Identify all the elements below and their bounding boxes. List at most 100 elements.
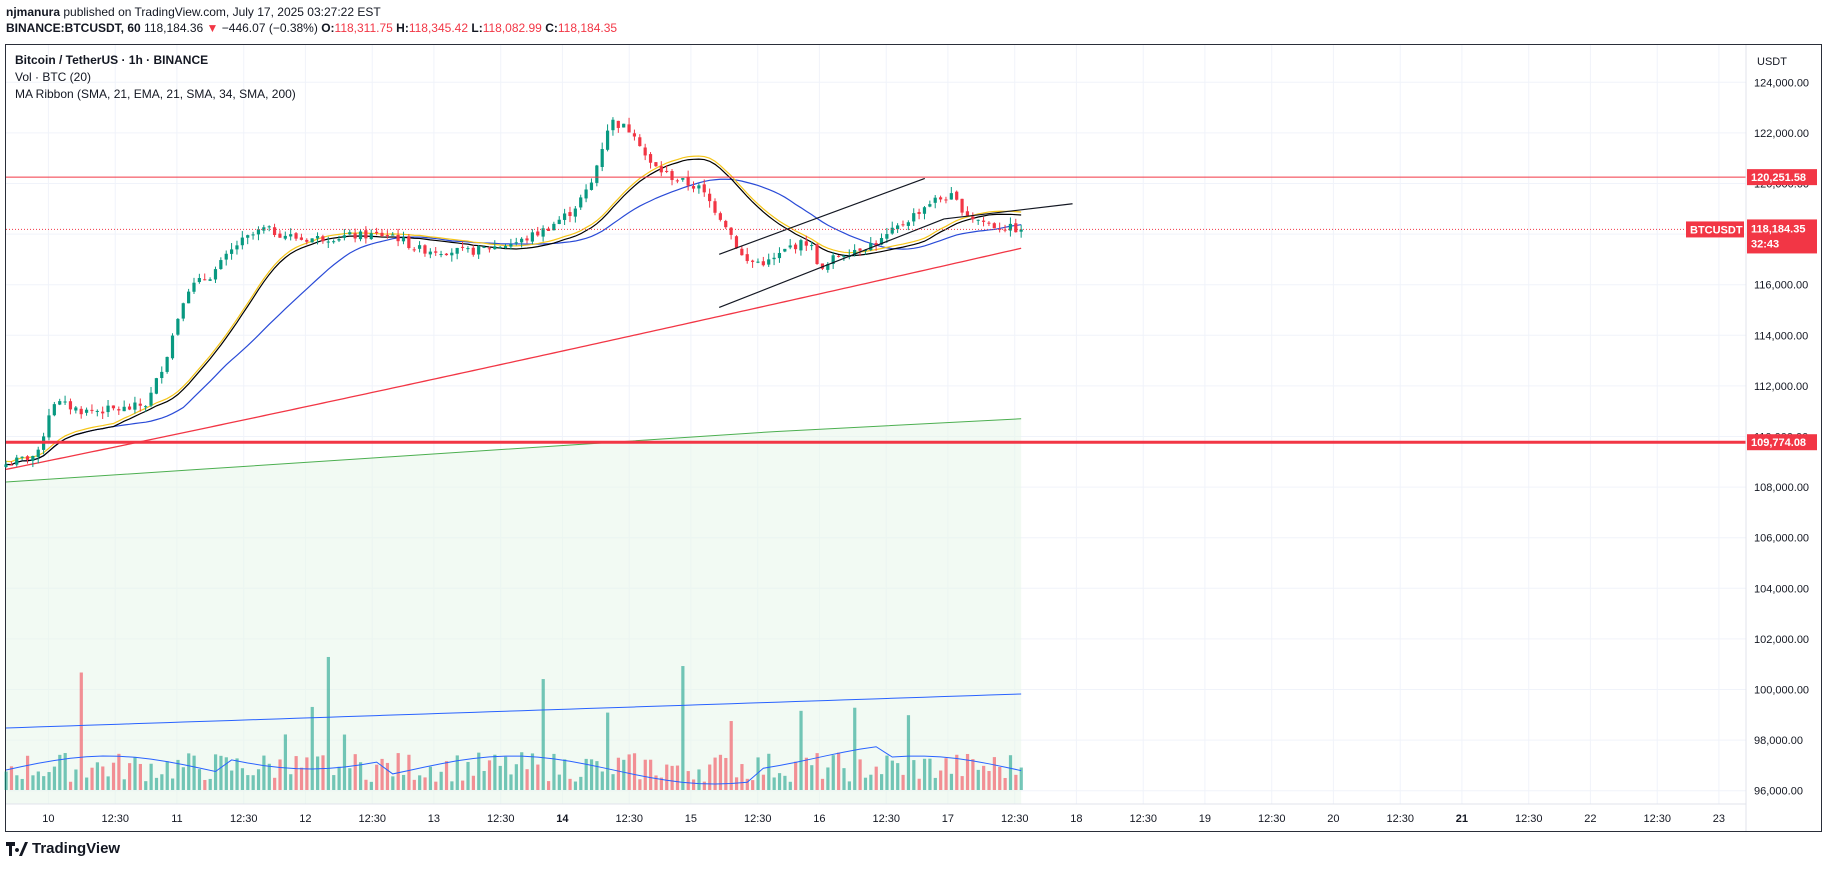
candle-body bbox=[9, 464, 13, 466]
candle-body bbox=[761, 261, 765, 266]
high-label: H: bbox=[396, 21, 409, 35]
candle-body bbox=[122, 406, 126, 412]
candle-body bbox=[563, 213, 567, 220]
volume-bar bbox=[299, 767, 304, 790]
y-tick-label: 104,000.00 bbox=[1754, 583, 1809, 595]
volume-bar bbox=[36, 771, 40, 790]
volume-bar bbox=[579, 776, 583, 790]
volume-bar bbox=[154, 777, 159, 790]
candle-body bbox=[272, 227, 277, 236]
candle-body bbox=[450, 252, 454, 256]
candle-body bbox=[348, 232, 352, 235]
candle-body bbox=[84, 409, 89, 413]
candle-body bbox=[460, 246, 465, 248]
volume-bar bbox=[117, 753, 121, 790]
volume-bar bbox=[122, 779, 126, 790]
candle-body bbox=[579, 197, 583, 208]
candle-body bbox=[36, 449, 40, 458]
candle-body bbox=[670, 171, 674, 181]
y-tick-label: 102,000.00 bbox=[1754, 634, 1809, 646]
candle-body bbox=[659, 166, 663, 173]
legend-ma-ribbon[interactable]: MA Ribbon (SMA, 21, EMA, 21, SMA, 34, SM… bbox=[15, 87, 296, 101]
candle-body bbox=[767, 259, 771, 265]
volume-bar bbox=[52, 766, 57, 790]
volume-bar bbox=[401, 774, 406, 790]
y-tick-label: 114,000.00 bbox=[1754, 330, 1808, 342]
volume-bar bbox=[42, 776, 46, 790]
candle-body bbox=[117, 409, 121, 411]
volume-bar bbox=[906, 715, 911, 790]
volume-bar bbox=[606, 712, 610, 790]
candle-body bbox=[444, 253, 449, 256]
legend-volume[interactable]: Vol · BTC (20) bbox=[15, 70, 92, 84]
volume-bar bbox=[138, 763, 142, 790]
tradingview-logo-icon bbox=[6, 841, 28, 856]
volume-bar bbox=[165, 761, 169, 790]
x-tick-label: 23 bbox=[1713, 813, 1725, 825]
candle-body bbox=[407, 236, 411, 249]
candle-body bbox=[772, 257, 776, 260]
volume-bar bbox=[9, 766, 14, 790]
volume-bar bbox=[804, 757, 809, 790]
volume-bar bbox=[912, 760, 916, 790]
candle-body bbox=[933, 197, 937, 203]
price-change: −446.07 (−0.38%) bbox=[221, 21, 318, 35]
candle-body bbox=[477, 245, 481, 255]
level-price-label: 109,774.08 bbox=[1751, 437, 1806, 449]
candle-body bbox=[525, 238, 529, 241]
volume-bar bbox=[595, 761, 599, 790]
candle-body bbox=[160, 371, 164, 379]
candle-body bbox=[777, 252, 782, 259]
x-tick-label: 10 bbox=[42, 813, 54, 825]
x-tick-label: 12:30 bbox=[744, 813, 772, 825]
brand-name: TradingView bbox=[32, 840, 121, 857]
candle-body bbox=[315, 235, 320, 239]
tradingview-logo[interactable]: TradingView bbox=[6, 840, 120, 857]
volume-bar bbox=[702, 781, 706, 790]
y-tick-label: 124,000.00 bbox=[1754, 77, 1809, 89]
y-tick-label: 122,000.00 bbox=[1754, 128, 1809, 140]
volume-bar bbox=[197, 769, 202, 790]
candle-body bbox=[165, 356, 169, 372]
volume-bar bbox=[68, 781, 73, 790]
candle-body bbox=[396, 234, 400, 242]
x-tick-label: 17 bbox=[942, 813, 954, 825]
candle-body bbox=[514, 242, 518, 244]
volume-bar bbox=[160, 774, 164, 790]
candle-body bbox=[246, 235, 250, 238]
volume-bar bbox=[353, 754, 357, 790]
countdown-label: 32:43 bbox=[1751, 238, 1779, 250]
candle-body bbox=[896, 225, 900, 230]
x-tick-label: 12 bbox=[299, 813, 311, 825]
volume-bar bbox=[955, 754, 959, 790]
candle-body bbox=[138, 403, 142, 406]
candle-body bbox=[869, 243, 873, 250]
volume-bar bbox=[788, 781, 792, 790]
volume-bar bbox=[509, 774, 513, 790]
channel-upper-line bbox=[718, 177, 925, 255]
candle-body bbox=[815, 244, 819, 264]
candle-body bbox=[127, 406, 132, 410]
candle-body bbox=[321, 236, 325, 242]
chart-legend: Bitcoin / TetherUS · 1h · BINANCE Vol · … bbox=[15, 52, 296, 103]
x-tick-label: 12:30 bbox=[1515, 813, 1543, 825]
candle-body bbox=[326, 241, 330, 243]
candle-body bbox=[665, 170, 669, 172]
candle-body bbox=[224, 253, 228, 260]
candle-body bbox=[955, 191, 959, 200]
x-tick-label: 21 bbox=[1456, 813, 1468, 825]
volume-bar bbox=[310, 706, 314, 790]
high-value: 118,345.42 bbox=[408, 21, 469, 35]
candle-body bbox=[369, 233, 373, 240]
legend-title[interactable]: Bitcoin / TetherUS · 1h · BINANCE bbox=[15, 53, 209, 67]
candle-body bbox=[176, 318, 180, 335]
author-name[interactable]: njmanura bbox=[6, 5, 61, 19]
volume-bar bbox=[380, 758, 384, 790]
candle-body bbox=[729, 227, 733, 235]
candle-body bbox=[901, 224, 905, 226]
candle-body bbox=[632, 133, 637, 137]
volume-bar bbox=[267, 763, 271, 790]
x-tick-label: 12:30 bbox=[1386, 813, 1414, 825]
channel-lower-line bbox=[718, 218, 945, 309]
